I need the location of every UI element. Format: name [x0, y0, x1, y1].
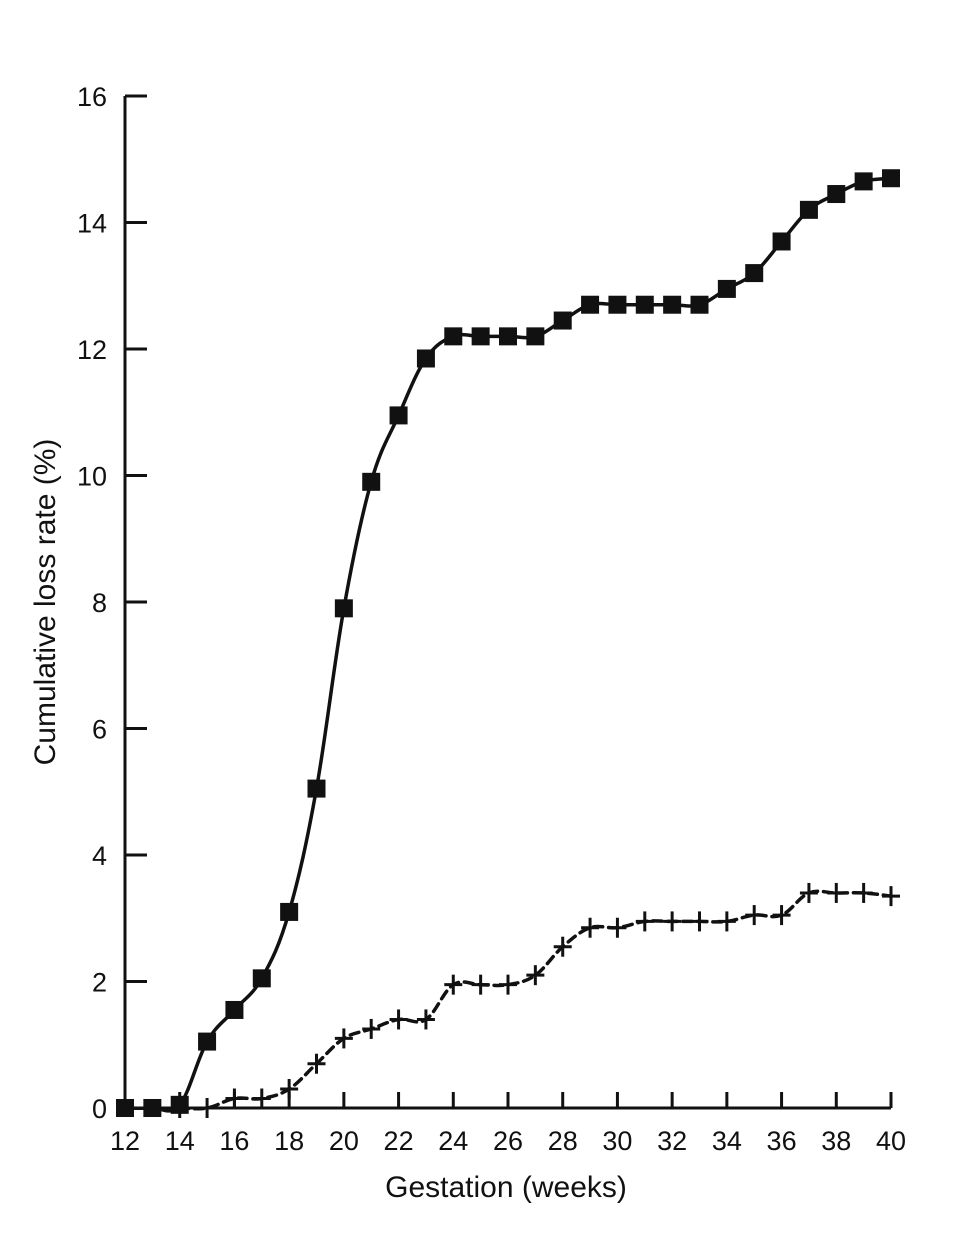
x-tick-label: 34 [712, 1126, 742, 1156]
data-point-plus [334, 1028, 353, 1049]
data-point-square [745, 264, 764, 283]
data-point-plus [526, 965, 545, 986]
data-point-plus [389, 1009, 408, 1030]
y-tick-label: 12 [77, 335, 107, 365]
data-point-plus [882, 886, 900, 907]
data-point-square [444, 327, 463, 346]
x-tick-label: 18 [274, 1126, 304, 1156]
data-point-square [143, 1099, 162, 1117]
x-tick-label: 38 [821, 1126, 851, 1156]
data-point-plus [225, 1088, 244, 1109]
data-point-square [608, 295, 627, 314]
data-point-square [252, 969, 271, 988]
data-point-square [553, 311, 572, 330]
x-tick-label: 12 [110, 1126, 140, 1156]
x-tick-label: 28 [548, 1126, 578, 1156]
y-ticks: 0 2 4 6 8 10 12 14 16 [77, 82, 147, 1124]
data-point-plus [362, 1018, 381, 1039]
data-point-square [280, 902, 299, 921]
data-point-plus [745, 905, 764, 926]
data-point-plus [307, 1053, 326, 1074]
data-point-plus [444, 974, 463, 995]
data-point-square [827, 185, 846, 204]
series-layer [116, 169, 900, 1118]
data-point-plus [471, 974, 490, 995]
x-tick-label: 24 [438, 1126, 468, 1156]
x-axis-title: Gestation (weeks) [385, 1171, 627, 1204]
data-point-square [854, 172, 873, 191]
data-point-square [471, 327, 490, 346]
series-1-line [123, 176, 893, 1113]
data-point-square [799, 200, 818, 219]
y-tick-label: 10 [77, 462, 107, 492]
x-tick-label: 16 [219, 1126, 249, 1156]
x-tick-label: 32 [657, 1126, 687, 1156]
x-ticks: 12 14 16 18 20 22 24 26 28 30 32 34 36 38 40 [110, 1092, 906, 1156]
data-point-square [717, 279, 736, 298]
series-1 [116, 169, 900, 1117]
data-point-square [362, 472, 381, 491]
data-point-square [690, 295, 709, 314]
data-point-square [499, 327, 517, 346]
x-tick-label: 20 [329, 1126, 359, 1156]
x-tick-label: 36 [767, 1126, 797, 1156]
data-point-square [663, 295, 682, 314]
x-tick-label: 30 [602, 1126, 632, 1156]
data-point-square [307, 779, 326, 798]
data-point-plus [690, 911, 709, 932]
data-point-square [416, 349, 435, 368]
data-point-plus [608, 917, 627, 938]
data-point-plus [717, 911, 736, 932]
data-point-plus [854, 882, 873, 903]
data-point-plus [772, 905, 791, 926]
data-point-plus [663, 911, 682, 932]
x-tick-label: 22 [384, 1126, 414, 1156]
data-point-square [225, 1000, 244, 1019]
data-point-plus [581, 917, 600, 938]
data-point-plus [416, 1009, 435, 1030]
data-point-plus [635, 911, 654, 932]
x-tick-label: 14 [165, 1126, 195, 1156]
data-point-plus [553, 936, 572, 957]
data-point-plus [499, 974, 517, 995]
data-point-plus [252, 1088, 271, 1109]
data-point-square [198, 1032, 217, 1051]
y-tick-label: 6 [92, 715, 107, 745]
y-tick-label: 2 [92, 968, 107, 998]
data-point-plus [827, 882, 846, 903]
y-tick-label: 14 [77, 209, 107, 239]
data-point-square [389, 406, 408, 425]
data-point-square [581, 295, 600, 314]
x-tick-label: 26 [493, 1126, 523, 1156]
series-2 [170, 882, 900, 1118]
data-point-square [526, 327, 545, 346]
data-point-square [116, 1099, 134, 1117]
data-point-plus [170, 1098, 189, 1118]
data-point-plus [198, 1098, 217, 1118]
y-tick-label: 4 [92, 841, 107, 871]
data-point-square [334, 599, 353, 618]
data-point-square [635, 295, 654, 314]
y-tick-label: 8 [92, 588, 107, 618]
y-tick-label: 0 [92, 1094, 107, 1124]
series-2-line [177, 889, 893, 1111]
x-tick-label: 40 [876, 1126, 906, 1156]
data-point-plus [799, 882, 818, 903]
data-point-plus [280, 1079, 299, 1100]
y-axis-title: Cumulative loss rate (%) [29, 439, 62, 766]
data-point-square [882, 169, 900, 188]
data-point-square [772, 232, 791, 251]
y-tick-label: 16 [77, 82, 107, 112]
